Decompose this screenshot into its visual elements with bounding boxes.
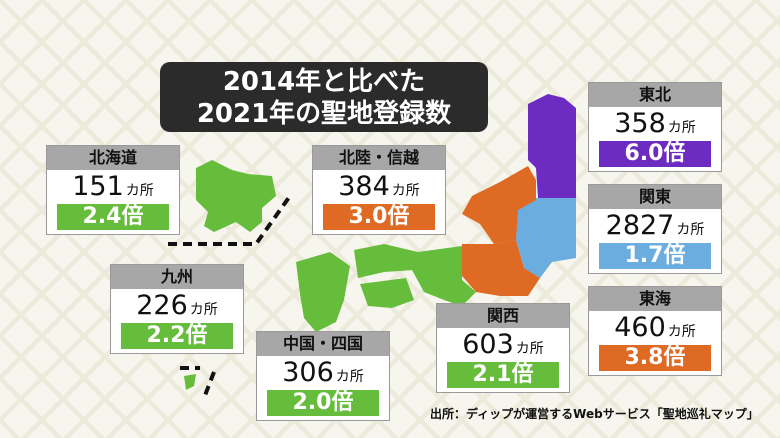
title-line-2: 2021年の聖地登録数 bbox=[196, 99, 452, 129]
card-count: 384 カ所 bbox=[313, 172, 445, 202]
count-unit: カ所 bbox=[515, 341, 544, 357]
card-region-name: 九州 bbox=[111, 265, 243, 289]
map-divider-okinawa bbox=[180, 366, 216, 399]
map-divider-hokkaido bbox=[168, 194, 292, 246]
card-kyushu: 九州 226 カ所 2.2倍 bbox=[110, 264, 244, 354]
map-hokkaido bbox=[196, 160, 276, 232]
card-count: 2827 カ所 bbox=[589, 211, 721, 241]
map-shikoku bbox=[360, 278, 414, 308]
count-value: 306 bbox=[282, 357, 334, 388]
ratio-badge: 2.4倍 bbox=[57, 204, 169, 230]
map-hokuriku bbox=[462, 166, 536, 244]
ratio-badge: 1.7倍 bbox=[599, 243, 711, 269]
count-unit: カ所 bbox=[676, 222, 705, 238]
count-unit: カ所 bbox=[667, 324, 696, 340]
count-value: 358 bbox=[614, 108, 666, 139]
map-kyushu bbox=[296, 252, 350, 332]
count-value: 2827 bbox=[605, 210, 675, 241]
card-region-name: 関西 bbox=[437, 304, 569, 328]
map-tohoku bbox=[528, 94, 576, 198]
card-hokkaido: 北海道 151 カ所 2.4倍 bbox=[46, 145, 180, 235]
card-count: 358 カ所 bbox=[589, 109, 721, 139]
count-value: 226 bbox=[136, 290, 188, 321]
ratio-badge: 2.2倍 bbox=[121, 323, 233, 349]
ratio-badge: 6.0倍 bbox=[599, 141, 711, 167]
ratio-badge: 2.0倍 bbox=[267, 390, 379, 416]
card-region-name: 東北 bbox=[589, 83, 721, 107]
card-region-name: 北海道 bbox=[47, 146, 179, 170]
chart-title: 2014年と比べた 2021年の聖地登録数 bbox=[160, 62, 488, 132]
card-count: 603 カ所 bbox=[437, 330, 569, 360]
source-note: 出所：ディップが運営するWebサービス「聖地巡礼マップ」 bbox=[430, 407, 759, 421]
card-count: 226 カ所 bbox=[111, 291, 243, 321]
count-unit: カ所 bbox=[125, 183, 154, 199]
ratio-badge: 2.1倍 bbox=[447, 362, 559, 388]
map-chugoku bbox=[354, 244, 418, 278]
map-tokai bbox=[462, 240, 540, 296]
card-count: 151 カ所 bbox=[47, 172, 179, 202]
card-region-name: 北陸・信越 bbox=[313, 146, 445, 170]
card-region-name: 中国・四国 bbox=[257, 332, 389, 356]
map-kanto bbox=[516, 198, 576, 278]
count-unit: カ所 bbox=[189, 302, 218, 318]
count-unit: カ所 bbox=[667, 120, 696, 136]
card-hokuriku: 北陸・信越 384 カ所 3.0倍 bbox=[312, 145, 446, 235]
card-kansai: 関西 603 カ所 2.1倍 bbox=[436, 303, 570, 393]
count-value: 460 bbox=[614, 312, 666, 343]
map-kansai bbox=[412, 246, 476, 306]
card-region-name: 東海 bbox=[589, 287, 721, 311]
count-value: 603 bbox=[462, 329, 514, 360]
card-tohoku: 東北 358 カ所 6.0倍 bbox=[588, 82, 722, 172]
count-value: 384 bbox=[338, 171, 390, 202]
card-count: 460 カ所 bbox=[589, 313, 721, 343]
card-tokai: 東海 460 カ所 3.8倍 bbox=[588, 286, 722, 376]
card-region-name: 関東 bbox=[589, 185, 721, 209]
count-unit: カ所 bbox=[335, 369, 364, 385]
count-value: 151 bbox=[72, 171, 124, 202]
ratio-badge: 3.0倍 bbox=[323, 204, 435, 230]
count-unit: カ所 bbox=[391, 183, 420, 199]
ratio-badge: 3.8倍 bbox=[599, 345, 711, 371]
card-count: 306 カ所 bbox=[257, 358, 389, 388]
card-kanto: 関東 2827 カ所 1.7倍 bbox=[588, 184, 722, 274]
card-chugoku-shikoku: 中国・四国 306 カ所 2.0倍 bbox=[256, 331, 390, 421]
title-line-1: 2014年と比べた bbox=[222, 67, 426, 97]
map-okinawa bbox=[184, 374, 196, 390]
